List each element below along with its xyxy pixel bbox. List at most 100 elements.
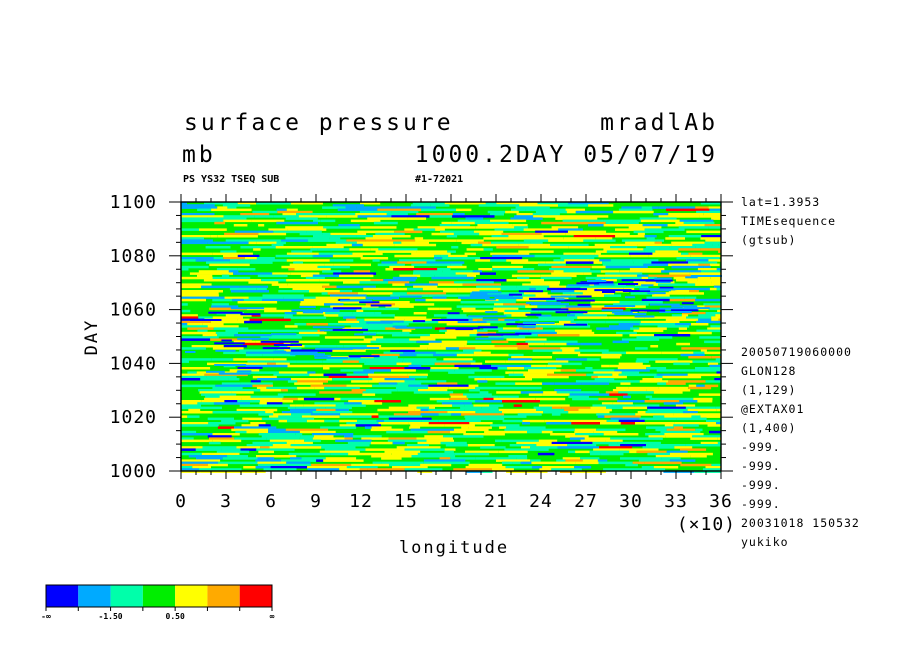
heatmap-cell (318, 248, 350, 251)
heatmap-cell (450, 457, 476, 460)
heatmap-cell (446, 226, 476, 229)
heatmap-cell (630, 327, 639, 330)
heatmap-cell (260, 400, 293, 403)
heatmap-cell (265, 360, 290, 363)
heatmap-cell (411, 363, 434, 366)
heatmap-cell (492, 266, 523, 269)
colorbar-swatch (111, 585, 143, 607)
heatmap-cell (709, 431, 721, 434)
heatmap-cell (633, 261, 651, 264)
heatmap-cell (296, 213, 311, 216)
heatmap-streak (602, 291, 615, 293)
heatmap-cell (278, 393, 316, 396)
heatmap-cell (709, 308, 721, 311)
heatmap-cell (667, 429, 696, 432)
heatmap-cell (502, 233, 542, 236)
heatmap-cell (345, 437, 353, 440)
heatmap-cell (568, 451, 575, 454)
heatmap-cell (291, 250, 312, 253)
heatmap-cell (668, 224, 705, 227)
x-tick-label: 30 (619, 491, 643, 512)
heatmap-cell (464, 404, 473, 407)
heatmap-cell (198, 316, 212, 319)
heatmap-cell (207, 217, 246, 220)
heatmap-cell (609, 393, 627, 396)
heatmap-cell (514, 226, 528, 229)
heatmap-cell (340, 413, 378, 416)
heatmap-cell (592, 266, 606, 269)
heatmap-cell (286, 217, 318, 220)
heatmap-cell (642, 206, 653, 209)
colorbar-swatch (207, 585, 239, 607)
heatmap-cell (495, 228, 524, 231)
heatmap-cell (259, 424, 271, 427)
heatmap-cell (359, 360, 366, 363)
heatmap-cell (663, 376, 702, 379)
heatmap-cell (536, 294, 543, 297)
heatmap-cell (457, 354, 473, 357)
heatmap-cell (355, 213, 387, 216)
heatmap-cell (258, 462, 287, 465)
heatmap-cell (529, 393, 543, 396)
heatmap-cell (599, 286, 640, 289)
heatmap-streak (333, 329, 368, 331)
heatmap-cell (543, 391, 557, 394)
heatmap-cell (529, 330, 555, 333)
heatmap-cell (300, 316, 326, 319)
heatmap-cell (372, 336, 383, 339)
heatmap-cell (241, 398, 283, 401)
heatmap-streak (371, 305, 392, 307)
heatmap-cell (291, 413, 311, 416)
heatmap-cell (468, 444, 495, 447)
heatmap-cell (477, 224, 512, 227)
heatmap-cell (630, 268, 665, 271)
heatmap-cell (261, 279, 286, 282)
heatmap-cell (421, 209, 456, 212)
heatmap-cell (695, 429, 702, 432)
heatmap-cell (311, 213, 355, 216)
heatmap-cell (652, 206, 658, 209)
heatmap-cell (356, 310, 363, 313)
heatmap-cell (464, 345, 494, 348)
heatmap-cell (308, 239, 346, 242)
heatmap-cell (469, 385, 479, 388)
heatmap-streak (299, 306, 315, 308)
heatmap-cell (213, 277, 250, 280)
heatmap-cell (503, 420, 523, 423)
heatmap-cell (181, 407, 222, 410)
heatmap-cell (255, 215, 274, 218)
heatmap-cell (491, 365, 531, 368)
heatmap-cell (608, 233, 629, 236)
heatmap-cell (181, 385, 215, 388)
heatmap-cell (255, 459, 281, 462)
heatmap-cell (704, 341, 721, 344)
heatmap-cell (363, 391, 392, 394)
heatmap-cell (448, 387, 475, 390)
heatmap-cell (213, 433, 240, 436)
chart-title: surface pressure (184, 110, 454, 136)
heatmap-cell (285, 226, 323, 229)
heatmap-cell (486, 378, 501, 381)
heatmap-cell (611, 418, 640, 421)
heatmap-cell (504, 429, 532, 432)
heatmap-cell (237, 409, 278, 412)
heatmap-cell (211, 209, 219, 212)
heatmap-streak (618, 283, 638, 285)
heatmap-cell (217, 206, 227, 209)
heatmap-cell (302, 457, 326, 460)
heatmap-cell (567, 314, 575, 317)
heatmap-cell (560, 347, 579, 350)
heatmap-cell (223, 255, 238, 257)
colorbar-swatch (78, 585, 110, 607)
heatmap-cell (599, 446, 632, 449)
heatmap-cell (414, 391, 453, 394)
heatmap-cell (230, 259, 250, 262)
heatmap-cell (260, 330, 300, 333)
heatmap-cell (273, 444, 291, 447)
heatmap-streak (315, 348, 353, 350)
heatmap-cell (246, 354, 262, 357)
heatmap-cell (397, 382, 421, 385)
heatmap-cell (397, 261, 426, 264)
heatmap-cell (531, 281, 560, 284)
heatmap-cell (294, 323, 306, 326)
